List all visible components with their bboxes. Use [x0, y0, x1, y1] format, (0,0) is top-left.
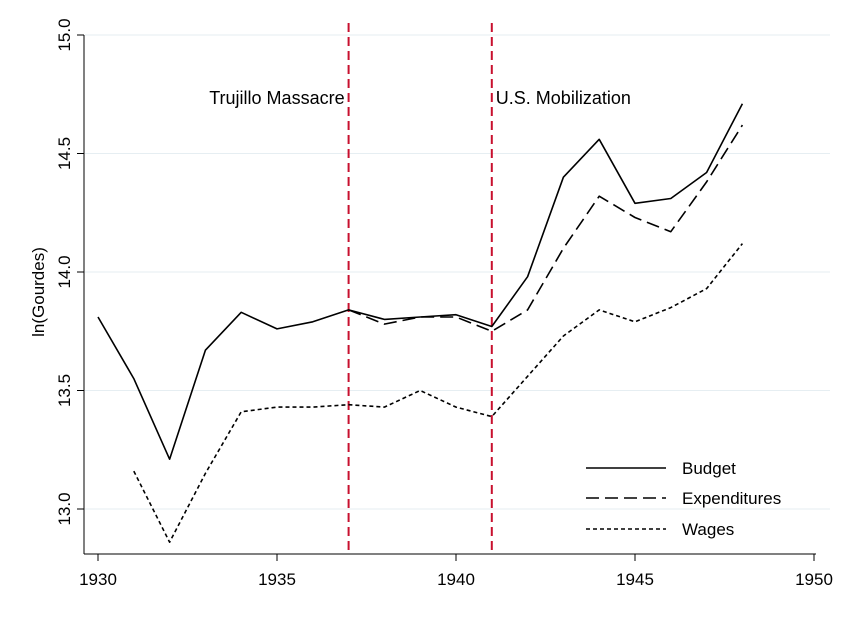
x-tick-label: 1930	[79, 570, 117, 589]
axis-layer: 13.0 13.5 14.0 14.5 15.0 1930 1935 1940 1945 1950	[55, 18, 833, 589]
y-tick-label: 13.5	[55, 374, 74, 407]
event-label: Trujillo Massacre	[209, 88, 344, 108]
legend: Budget Expenditures Wages	[586, 459, 781, 539]
x-tick-label: 1950	[795, 570, 833, 589]
legend-label: Wages	[682, 520, 734, 539]
series-layer	[97, 103, 744, 544]
grid-layer	[85, 34, 830, 510]
x-tick-label: 1940	[437, 570, 475, 589]
series-expenditures-line	[348, 124, 744, 333]
legend-label: Budget	[682, 459, 736, 478]
event-lines	[347, 23, 493, 554]
y-tick-label: 14.5	[55, 137, 74, 170]
event-label: U.S. Mobilization	[496, 88, 631, 108]
x-tick-label: 1935	[258, 570, 296, 589]
legend-label: Expenditures	[682, 489, 781, 508]
y-tick-label: 15.0	[55, 18, 74, 51]
y-tick-label: 14.0	[55, 255, 74, 288]
series-budget-line	[97, 103, 744, 461]
annotations: Trujillo Massacre U.S. Mobilization	[209, 88, 631, 108]
y-tick-label: 13.0	[55, 492, 74, 525]
x-tick-label: 1945	[616, 570, 654, 589]
y-axis-title: ln(Gourdes)	[29, 247, 48, 337]
